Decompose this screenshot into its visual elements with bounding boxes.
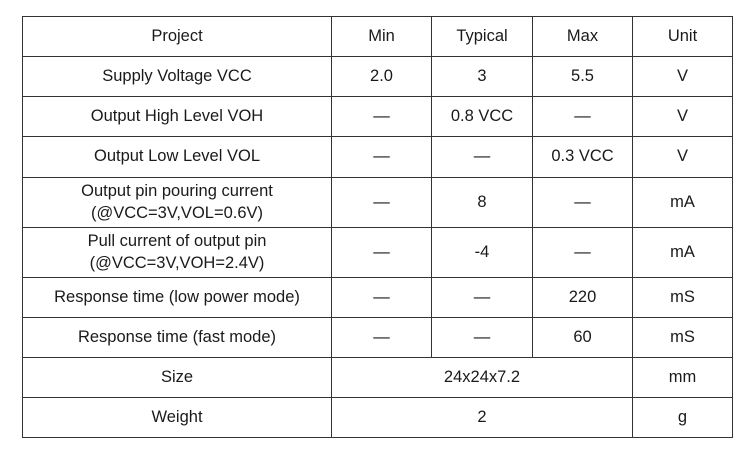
cell-max: 220 — [532, 277, 633, 318]
table-row: Response time (low power mode) — — 220 m… — [22, 277, 733, 318]
header-unit: Unit — [632, 16, 733, 57]
cell-value-merged: 2 — [331, 397, 633, 438]
cell-max: — — [532, 96, 633, 137]
header-max: Max — [532, 16, 633, 57]
cell-min: — — [331, 96, 432, 137]
cell-unit: mA — [632, 227, 733, 278]
cell-min: — — [331, 317, 432, 358]
cell-unit: mS — [632, 317, 733, 358]
cell-typical: — — [431, 277, 533, 318]
cell-value-merged: 24x24x7.2 — [331, 357, 633, 398]
cell-project: Size — [22, 357, 332, 398]
cell-project-line2: (@VCC=3V,VOL=0.6V) — [90, 203, 264, 222]
header-min: Min — [331, 16, 432, 57]
cell-min: — — [331, 227, 432, 278]
cell-typical: 3 — [431, 56, 533, 97]
cell-min: — — [331, 277, 432, 318]
cell-max: 5.5 — [532, 56, 633, 97]
cell-unit: mA — [632, 177, 733, 228]
cell-project: Output High Level VOH — [22, 96, 332, 137]
table-row: Supply Voltage VCC 2.0 3 5.5 V — [22, 56, 733, 97]
cell-max: — — [532, 227, 633, 278]
cell-project: Supply Voltage VCC — [22, 56, 332, 97]
table-row: Weight 2 g — [22, 397, 733, 438]
cell-unit: g — [632, 397, 733, 438]
cell-min: — — [331, 177, 432, 228]
cell-project: Pull current of output pin (@VCC=3V,VOH=… — [22, 227, 332, 278]
table-row: Output pin pouring current (@VCC=3V,VOL=… — [22, 177, 733, 228]
cell-max: 60 — [532, 317, 633, 358]
cell-max: 0.3 VCC — [532, 136, 633, 178]
header-project: Project — [22, 16, 332, 57]
spec-table: Project Min Typical Max Unit Supply Volt… — [22, 16, 733, 438]
cell-typical: -4 — [431, 227, 533, 278]
cell-project: Weight — [22, 397, 332, 438]
cell-unit: V — [632, 136, 733, 178]
cell-unit: V — [632, 56, 733, 97]
cell-min: — — [331, 136, 432, 178]
cell-project: Output pin pouring current (@VCC=3V,VOL=… — [22, 177, 332, 228]
cell-unit: mS — [632, 277, 733, 318]
cell-project-line1: Output pin pouring current — [81, 182, 273, 201]
table-header-row: Project Min Typical Max Unit — [22, 16, 733, 57]
table-row: Size 24x24x7.2 mm — [22, 357, 733, 398]
cell-project: Response time (fast mode) — [22, 317, 332, 358]
header-typical: Typical — [431, 16, 533, 57]
cell-unit: V — [632, 96, 733, 137]
table-row: Output High Level VOH — 0.8 VCC — V — [22, 96, 733, 137]
table-row: Output Low Level VOL — — 0.3 VCC V — [22, 136, 733, 178]
cell-project: Response time (low power mode) — [22, 277, 332, 318]
cell-typical: — — [431, 317, 533, 358]
cell-project-line2: (@VCC=3V,VOH=2.4V) — [89, 253, 265, 272]
table-row: Pull current of output pin (@VCC=3V,VOH=… — [22, 227, 733, 278]
cell-project: Output Low Level VOL — [22, 136, 332, 178]
cell-typical: 0.8 VCC — [431, 96, 533, 137]
table-row: Response time (fast mode) — — 60 mS — [22, 317, 733, 358]
cell-project-line1: Pull current of output pin — [87, 232, 267, 251]
cell-typical: 8 — [431, 177, 533, 228]
cell-max: — — [532, 177, 633, 228]
cell-typical: — — [431, 136, 533, 178]
cell-min: 2.0 — [331, 56, 432, 97]
cell-unit: mm — [632, 357, 733, 398]
